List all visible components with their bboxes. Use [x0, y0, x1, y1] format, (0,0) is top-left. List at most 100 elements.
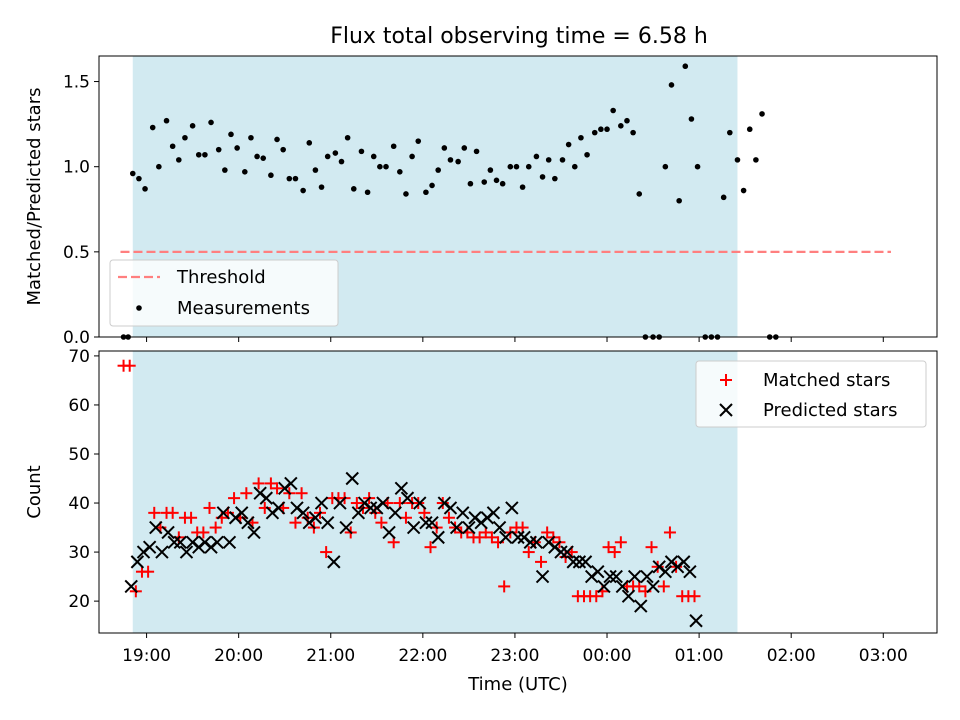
matched-star-point [535, 555, 548, 568]
measurement-point [136, 175, 142, 182]
predicted-star-point [124, 579, 138, 594]
measurement-point [694, 163, 701, 170]
measurement-point [312, 167, 319, 173]
bottom-y-tick-label: 20 [68, 592, 90, 612]
bottom-axes-frame [98, 350, 938, 634]
predicted-star-point [376, 496, 390, 510]
matched-star-point [399, 511, 412, 524]
measurement-point [377, 163, 383, 170]
measurement-point [688, 116, 695, 122]
matched-star-point [209, 521, 222, 534]
measurement-point [455, 158, 461, 165]
measurement-point [344, 134, 351, 141]
predicted-star-point [560, 545, 574, 559]
predicted-star-point [320, 515, 335, 530]
measurement-point [481, 179, 488, 185]
bottom-y-tick-label: 50 [68, 445, 90, 465]
measurement-point [513, 163, 520, 170]
matched-star-point [541, 526, 554, 539]
measurement-point [493, 177, 500, 184]
measurement-point [435, 167, 441, 173]
measurement-point [215, 146, 222, 153]
measurement-point [578, 134, 584, 141]
measurement-point [149, 124, 156, 131]
predicted-star-points [124, 471, 703, 628]
x-axis-label: Time (UTC) [467, 674, 568, 695]
predicted-star-point [566, 555, 580, 569]
measurement-point [610, 107, 616, 114]
predicted-star-point [609, 569, 623, 584]
measurement-point [142, 186, 148, 192]
matched-star-point [271, 482, 284, 495]
top-y-axis-label: Matched/Predicted stars [24, 88, 45, 306]
measurement-point [565, 141, 572, 148]
measurement-point [156, 163, 162, 170]
predicted-star-point [222, 535, 237, 549]
bottom-legend: Matched stars Predicted stars [695, 360, 927, 428]
predicted-star-point [247, 525, 261, 540]
predicted-star-point [572, 555, 587, 569]
matched-star-point [203, 501, 216, 514]
measurement-point [598, 126, 604, 133]
predicted-star-point [400, 491, 415, 505]
measurement-point [260, 155, 267, 161]
matched-star-point [485, 531, 498, 544]
matched-star-point [498, 580, 511, 593]
measurement-point [533, 153, 540, 160]
measurement-point [397, 169, 403, 175]
matched-star-point [350, 497, 363, 510]
x-tick-label: 02:00 [767, 646, 816, 666]
measurement-point [682, 63, 689, 70]
predicted-star-point [296, 506, 310, 520]
predicted-star-point [155, 545, 169, 559]
measurement-point [332, 150, 339, 156]
measurement-point [662, 163, 669, 170]
predicted-star-point [523, 535, 537, 549]
matched-star-point [123, 359, 136, 372]
predicted-star-point [314, 496, 329, 510]
measurement-point [306, 140, 313, 146]
matched-star-point [590, 590, 603, 603]
top-y-tick-label: 1.0 [63, 158, 90, 178]
measurement-point [324, 153, 331, 160]
matched-star-point [608, 546, 621, 559]
matched-star-point [185, 511, 198, 524]
predicted-star-point [406, 520, 421, 535]
matched-star-point [320, 546, 333, 559]
measurement-point [254, 153, 260, 160]
bottom-y-tick-label: 70 [68, 347, 90, 367]
measurement-point [618, 123, 624, 129]
predicted-star-point [597, 579, 611, 594]
measurement-point [409, 153, 415, 160]
predicted-star-point [345, 471, 359, 486]
measurement-point [740, 187, 747, 194]
bottom-y-tick-label: 40 [68, 494, 90, 514]
predicted-star-point [677, 555, 691, 569]
predicted-star-point [388, 506, 402, 520]
matched-star-point [252, 477, 265, 490]
measurement-point [525, 163, 532, 170]
matched-star-point [522, 546, 535, 559]
measurement-point [364, 189, 371, 196]
measurement-point [759, 111, 765, 117]
top-panel: 0.0 0.5 1.0 1.5 Matched/Predicted stars Thr… [24, 55, 938, 348]
measurement-point [676, 197, 682, 204]
measurement-point [429, 182, 435, 189]
predicted-star-point [431, 530, 445, 545]
predicted-star-point [149, 520, 163, 535]
bottom-y-axis: 20 30 40 50 60 70 [68, 347, 99, 612]
predicted-star-point [603, 569, 617, 584]
predicted-star-point [394, 481, 409, 496]
measurement-point [370, 153, 377, 160]
matched-star-point [663, 526, 676, 539]
matched-star-point [412, 497, 425, 510]
predicted-star-point [173, 535, 188, 549]
matched-star-point [148, 506, 161, 519]
predicted-star-point [683, 564, 697, 579]
x-tick-label: 03:00 [859, 646, 908, 666]
figure-title: Flux total observing time = 6.58 h [330, 24, 708, 49]
measurement-point [584, 151, 590, 158]
top-y-tick-label: 0.5 [63, 243, 90, 263]
legend-predicted-swatch [719, 403, 733, 417]
measurement-point [292, 175, 299, 182]
